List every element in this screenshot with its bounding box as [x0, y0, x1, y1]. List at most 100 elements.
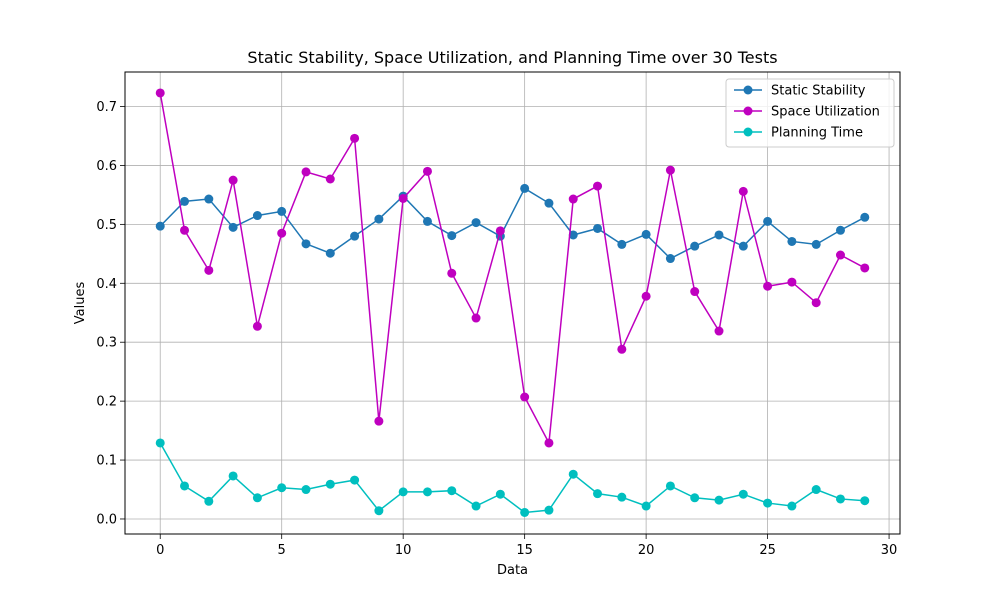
- data-point-space-utilization: [568, 194, 578, 204]
- data-point-static-stability: [471, 218, 481, 228]
- data-point-static-stability: [665, 254, 675, 264]
- data-point-space-utilization: [787, 277, 797, 287]
- data-point-planning-time: [325, 479, 335, 489]
- data-point-space-utilization: [155, 88, 165, 98]
- data-point-planning-time: [811, 485, 821, 495]
- data-point-space-utilization: [374, 416, 384, 426]
- x-axis-label: Data: [497, 563, 528, 578]
- data-point-planning-time: [447, 486, 457, 496]
- data-point-static-stability: [447, 231, 457, 241]
- data-point-space-utilization: [835, 250, 845, 260]
- data-point-static-stability: [277, 206, 287, 216]
- legend-item-static-stability: Static Stability: [734, 84, 866, 99]
- x-tick-label: 25: [759, 543, 776, 558]
- data-point-planning-time: [301, 485, 311, 495]
- data-point-static-stability: [350, 231, 360, 241]
- y-tick-label: 0.4: [96, 277, 117, 292]
- data-point-static-stability: [228, 222, 238, 232]
- data-point-static-stability: [860, 212, 870, 222]
- data-point-static-stability: [204, 194, 214, 204]
- data-point-space-utilization: [204, 265, 214, 275]
- y-tick-label: 0.2: [96, 395, 117, 410]
- legend-marker: [743, 127, 753, 137]
- data-point-space-utilization: [252, 321, 262, 331]
- data-point-static-stability: [835, 225, 845, 235]
- data-point-planning-time: [544, 505, 554, 515]
- data-point-space-utilization: [277, 228, 287, 238]
- data-point-space-utilization: [641, 291, 651, 301]
- data-point-space-utilization: [325, 174, 335, 184]
- x-tick-label: 30: [881, 543, 898, 558]
- data-point-planning-time: [738, 489, 748, 499]
- data-point-space-utilization: [738, 186, 748, 196]
- legend-box: [725, 78, 895, 148]
- data-point-static-stability: [617, 239, 627, 249]
- data-point-planning-time: [763, 498, 773, 508]
- data-point-planning-time: [495, 489, 505, 499]
- data-point-space-utilization: [690, 287, 700, 297]
- data-point-space-utilization: [593, 181, 603, 191]
- data-point-static-stability: [374, 214, 384, 224]
- x-tick-label: 15: [516, 543, 533, 558]
- data-point-planning-time: [277, 483, 287, 493]
- data-point-space-utilization: [811, 298, 821, 308]
- data-point-space-utilization: [714, 326, 724, 336]
- series-line-space-utilization: [159, 92, 866, 446]
- data-point-space-utilization: [350, 133, 360, 143]
- data-point-planning-time: [228, 471, 238, 481]
- data-point-planning-time: [422, 487, 432, 497]
- y-tick-label: 0.7: [96, 100, 117, 115]
- x-tick-label: 5: [278, 543, 286, 558]
- data-point-static-stability: [325, 248, 335, 258]
- data-point-space-utilization: [520, 392, 530, 402]
- plot-area-frame: [124, 71, 901, 535]
- data-point-planning-time: [714, 495, 724, 505]
- x-tick-label: 10: [395, 543, 412, 558]
- data-point-space-utilization: [422, 166, 432, 176]
- data-point-static-stability: [641, 229, 651, 239]
- data-point-planning-time: [374, 506, 384, 516]
- data-point-space-utilization: [544, 438, 554, 448]
- data-point-space-utilization: [447, 268, 457, 278]
- x-tick-label: 20: [638, 543, 655, 558]
- data-point-space-utilization: [301, 167, 311, 177]
- legend-marker: [743, 85, 753, 95]
- series-space-utilization: [155, 88, 870, 448]
- legend-label: Static Stability: [771, 84, 866, 99]
- data-point-space-utilization: [665, 165, 675, 175]
- data-point-planning-time: [180, 481, 190, 491]
- data-point-static-stability: [690, 241, 700, 251]
- data-point-space-utilization: [495, 226, 505, 236]
- data-point-static-stability: [301, 239, 311, 249]
- data-point-space-utilization: [228, 175, 238, 185]
- y-tick-label: 0.5: [96, 218, 117, 233]
- data-point-space-utilization: [617, 344, 627, 354]
- legend: Static Stability Space Utilization Plannin…: [725, 78, 895, 148]
- legend-item-space-utilization: Space Utilization: [734, 105, 880, 120]
- data-point-space-utilization: [860, 263, 870, 273]
- chart-title: Static Stability, Space Utilization, and…: [247, 48, 777, 67]
- data-point-planning-time: [860, 496, 870, 506]
- legend-item-planning-time: Planning Time: [734, 126, 863, 141]
- data-point-static-stability: [155, 221, 165, 231]
- data-point-static-stability: [252, 211, 262, 221]
- data-point-static-stability: [544, 198, 554, 208]
- y-tick-label: 0.0: [96, 512, 117, 527]
- data-point-planning-time: [617, 492, 627, 502]
- legend-label: Space Utilization: [771, 105, 880, 120]
- data-point-planning-time: [398, 487, 408, 497]
- y-tick-label: 0.3: [96, 336, 117, 351]
- series-layer: [155, 88, 870, 517]
- data-point-space-utilization: [180, 225, 190, 235]
- data-point-planning-time: [204, 496, 214, 506]
- data-point-planning-time: [155, 438, 165, 448]
- data-point-planning-time: [690, 493, 700, 503]
- data-point-planning-time: [835, 494, 845, 504]
- data-point-static-stability: [763, 216, 773, 226]
- data-point-planning-time: [350, 475, 360, 485]
- data-point-planning-time: [641, 501, 651, 511]
- data-point-static-stability: [593, 223, 603, 233]
- grid-lines: [125, 72, 900, 534]
- data-point-planning-time: [471, 501, 481, 511]
